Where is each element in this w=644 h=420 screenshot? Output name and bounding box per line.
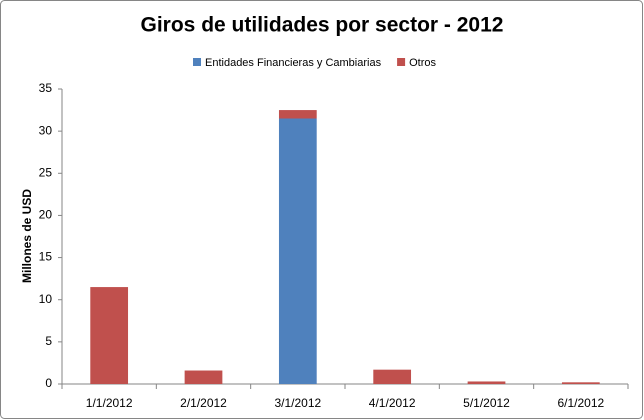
y-tick-label: 10 [39,292,53,306]
y-tick-label: 30 [39,123,53,137]
y-tick-label: 25 [39,165,53,179]
y-tick-label: 20 [39,208,53,222]
y-tick-label: 35 [39,81,53,95]
y-tick-label: 5 [45,334,52,348]
x-tick-label: 2/1/2012 [180,396,227,410]
y-tick-label: 0 [45,376,52,390]
legend-swatch [193,58,201,66]
bar-segment [467,381,506,384]
chart-title: Giros de utilidades por sector - 2012 [141,14,504,37]
legend-label: Otros [409,57,436,69]
y-axis-label: Millones de USD [20,189,34,283]
x-tick-label: 1/1/2012 [86,396,133,410]
x-tick-label: 6/1/2012 [557,396,604,410]
x-tick-label: 3/1/2012 [274,396,321,410]
bar-segment [278,118,317,384]
x-tick-label: 4/1/2012 [369,396,416,410]
bar-segment [184,370,223,384]
bar-segment [90,287,129,384]
bar-segment [278,110,317,119]
bar-segment [561,382,600,384]
legend-swatch [397,58,406,66]
legend-label: Entidades Financieras y Cambiarias [205,57,382,69]
x-tick-label: 5/1/2012 [463,396,510,410]
y-tick-label: 15 [39,250,53,264]
bar-segment [373,369,412,384]
